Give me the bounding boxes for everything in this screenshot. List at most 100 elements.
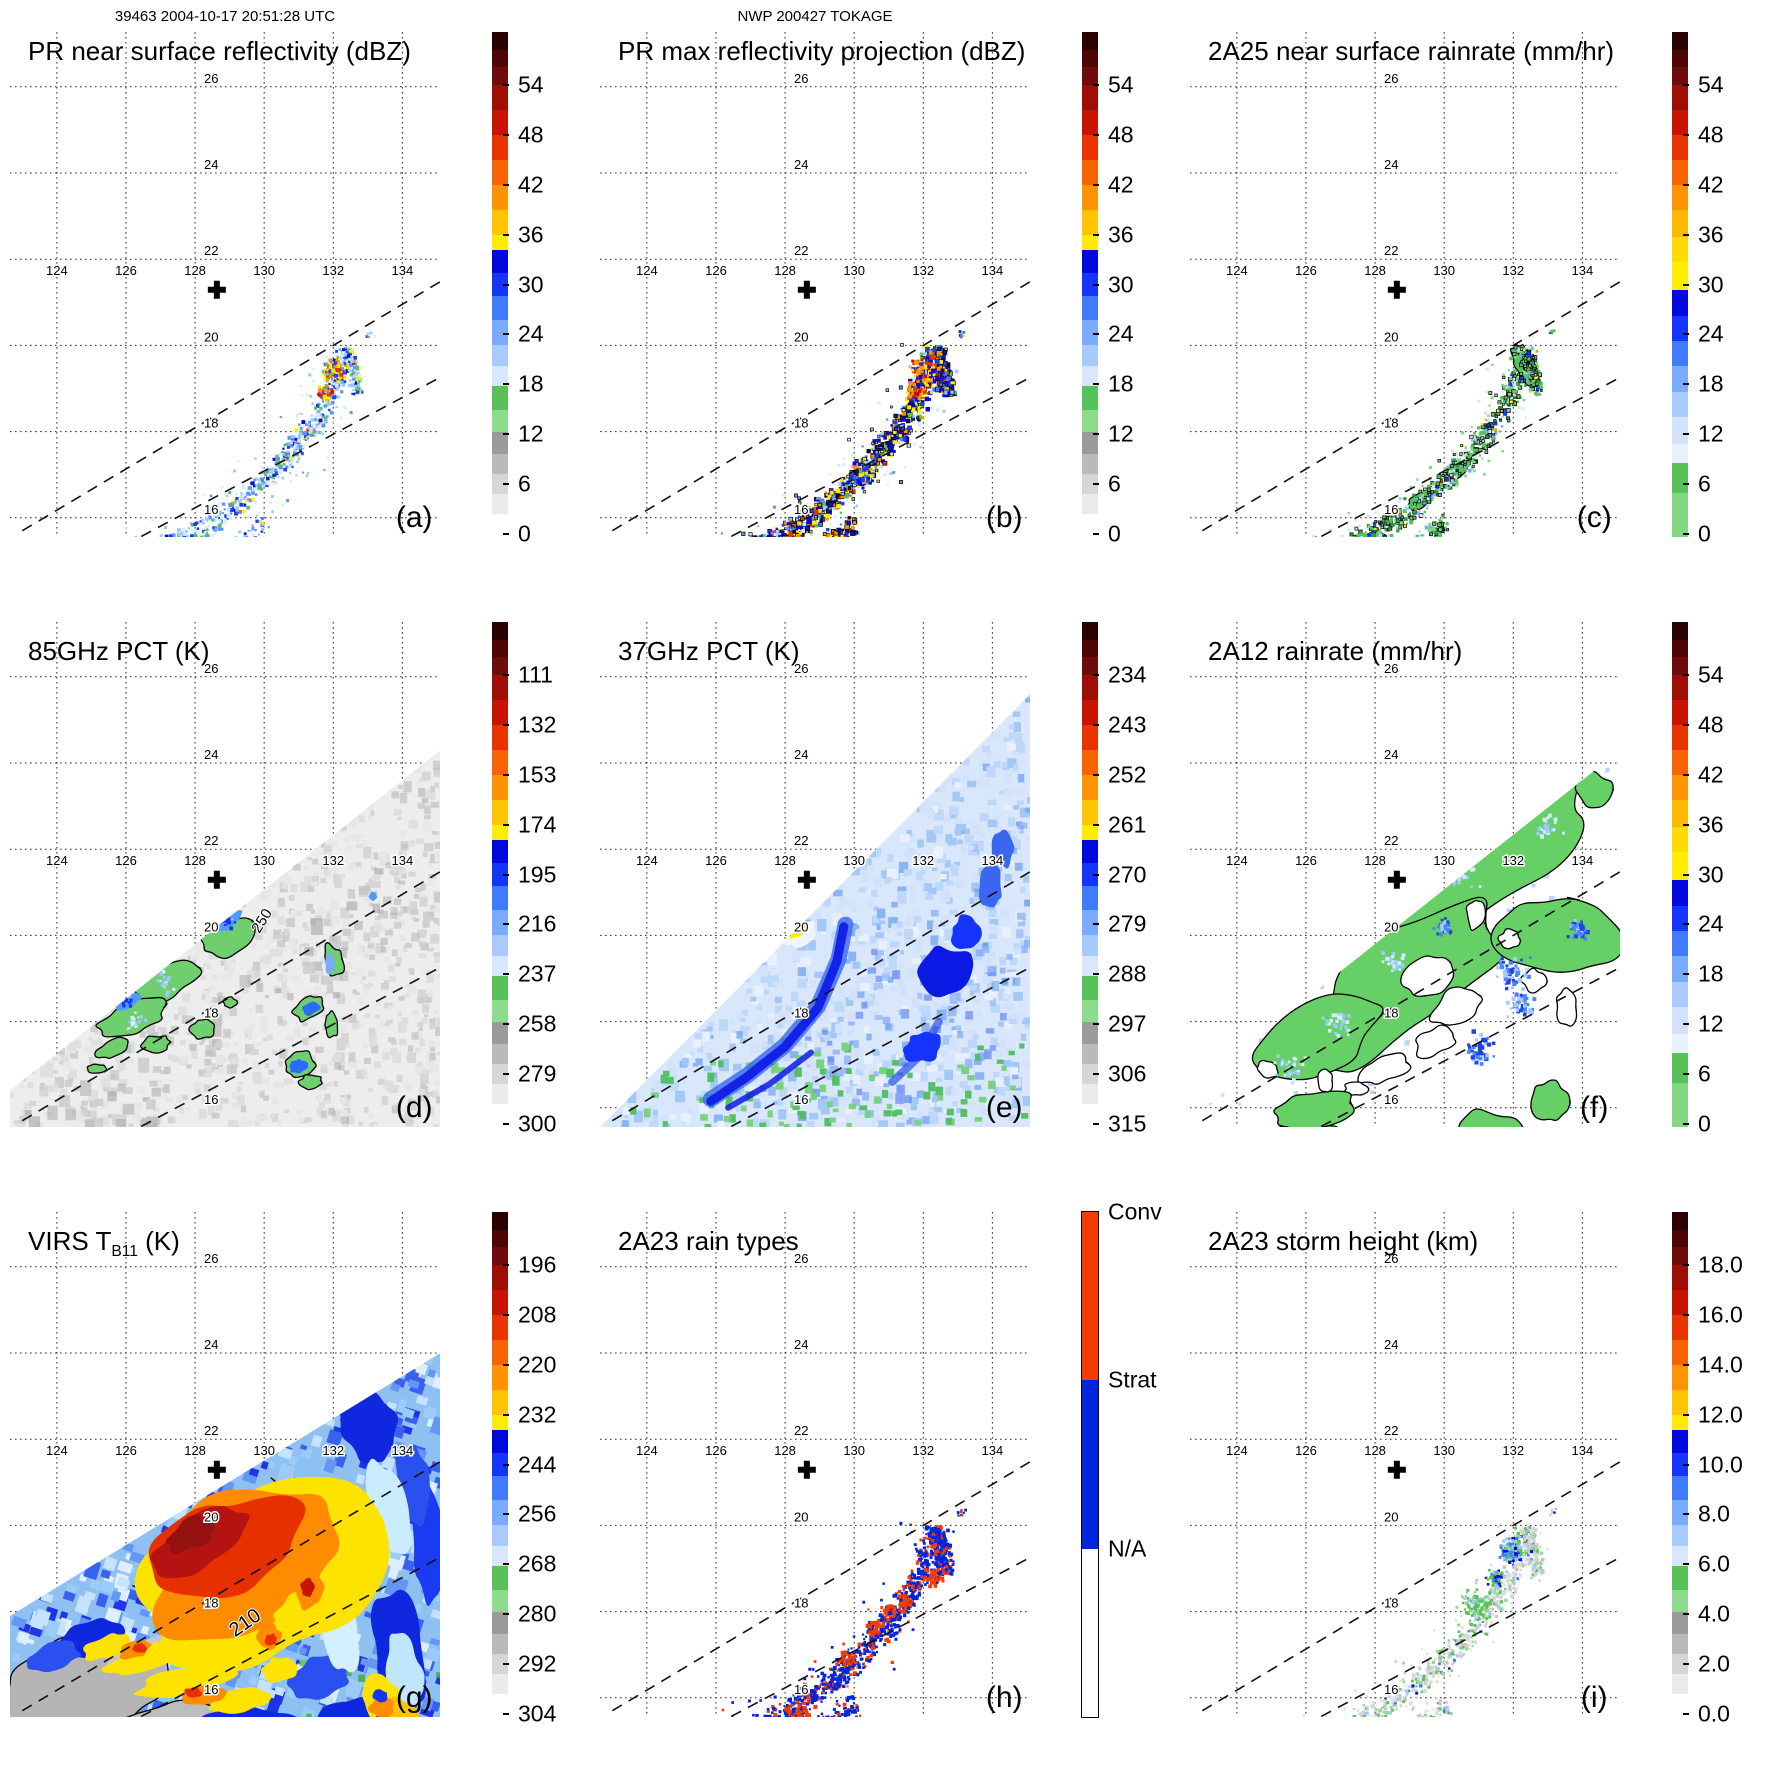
colorbar-scale — [1082, 32, 1098, 538]
colorbar-segment — [492, 657, 508, 676]
colorbar-segment — [492, 1339, 508, 1366]
colorbar-label: 306 — [1108, 1060, 1147, 1087]
colorbar-label: 48 — [1698, 121, 1724, 148]
colorbar-segment — [1672, 851, 1688, 881]
colorbar-tick — [1093, 283, 1099, 286]
colorbar-segment — [492, 1365, 508, 1391]
colorbar-segment — [492, 1290, 508, 1316]
colorbar-segment — [1082, 956, 1098, 976]
colorbar-label: 24 — [1108, 320, 1134, 347]
colorbar-tick — [503, 1713, 509, 1716]
pr-swath-edge-lines — [1201, 280, 1620, 537]
svg-text:22: 22 — [204, 243, 218, 258]
colorbar-segment — [1672, 931, 1688, 957]
colorbar-segment — [1082, 295, 1098, 321]
storm-center-cross-icon — [797, 280, 816, 299]
colorbar-segment — [1082, 135, 1098, 161]
colorbar-tick — [503, 1073, 509, 1076]
colorbar-tick — [1093, 773, 1099, 776]
storm-center-cross-icon — [797, 1460, 816, 1479]
pr-swath-edge-lines — [21, 280, 440, 537]
colorbar-segment — [1082, 1212, 1098, 1381]
colorbar-segment — [1672, 1247, 1688, 1266]
colorbar-tick — [1683, 873, 1689, 876]
colorbar-label: 288 — [1108, 960, 1147, 987]
colorbar-tick — [1093, 533, 1099, 536]
colorbar-label: 36 — [518, 221, 544, 248]
colorbar-scale — [492, 32, 508, 538]
colorbar-label: 54 — [1698, 71, 1724, 98]
pr-swath-edge-lines — [21, 870, 440, 1127]
map-layer-a: 26 24 22 20 18 16 124 126 128 130 132 134 — [10, 32, 440, 537]
colorbar-tick — [1683, 483, 1689, 486]
colorbar-segment — [1082, 273, 1098, 297]
colorbar-tick — [1683, 674, 1689, 677]
colorbar-segment — [492, 209, 508, 236]
colorbar-scale — [492, 1212, 508, 1718]
colorbar-segment — [492, 749, 508, 776]
colorbar-tick — [1683, 1513, 1689, 1516]
colorbar-tick — [503, 1413, 509, 1416]
svg-text:22: 22 — [1384, 243, 1398, 258]
panel-title-f: 2A12 rainrate (mm/hr) — [1208, 636, 1463, 666]
colorbar-h: Conv Strat N/A — [1081, 1199, 1177, 1718]
colorbar-tick — [1093, 823, 1099, 826]
colorbar-tick — [503, 1463, 509, 1466]
colorbar-tick — [503, 1123, 509, 1126]
map-i: 26 24 22 20 18 16 124 126 128 130 132 134 (i) 2A23 s… — [1190, 1212, 1620, 1717]
colorbar-label: 42 — [1698, 171, 1724, 198]
colorbar-segment — [1082, 494, 1098, 515]
colorbar-label: 268 — [518, 1550, 557, 1577]
colorbar-tick — [1683, 1563, 1689, 1566]
colorbar-segment — [492, 799, 508, 826]
colorbar-tick — [1683, 1264, 1689, 1267]
colorbar-label: 132 — [518, 711, 557, 738]
colorbar-tick — [503, 533, 509, 536]
colorbar-label: 30 — [1698, 271, 1724, 298]
colorbar-segment — [1082, 1548, 1098, 1718]
colorbar-segment — [1082, 110, 1098, 136]
colorbar-label: 16.0 — [1698, 1301, 1743, 1328]
colorbar-segment — [492, 1021, 508, 1045]
colorbar-label: 196 — [518, 1251, 557, 1278]
colorbar-tick — [1093, 1073, 1099, 1076]
colorbar-tick — [1683, 1123, 1689, 1126]
map-canvas-a: 26 24 22 20 18 16 124 126 128 130 132 134 (a) — [10, 32, 440, 537]
graticule — [600, 32, 1030, 537]
storm-center-cross-icon — [1387, 1460, 1406, 1479]
colorbar-label: 14.0 — [1698, 1351, 1743, 1378]
colorbar-d: 111 132 153 174 195 216 237 258 279 300 — [492, 622, 587, 1137]
pr-swath-edge-lines — [611, 280, 1030, 537]
colorbar-label: 54 — [1698, 661, 1724, 688]
colorbar-c: 54 48 42 36 30 24 18 12 6 0 — [1672, 32, 1767, 547]
colorbar-segment — [1672, 1499, 1688, 1526]
pr-swath-edge-lines — [611, 870, 1030, 1127]
colorbar-tick — [1683, 533, 1689, 536]
storm-center-cross-icon — [797, 870, 816, 889]
colorbar-segment — [492, 885, 508, 911]
colorbar-label: 18 — [1108, 370, 1134, 397]
colorbar-tick — [503, 1023, 509, 1026]
colorbar-tick — [1683, 1023, 1689, 1026]
colorbar-segment — [492, 135, 508, 161]
colorbar-segment — [492, 453, 508, 475]
colorbar-label: 12 — [1698, 1010, 1724, 1037]
colorbar-label: 252 — [1108, 761, 1147, 788]
colorbar-segment — [492, 1229, 508, 1248]
panel-a: 39463 2004-10-17 20:51:28 UTC 26 24 22 20 18… — [0, 0, 590, 590]
panel-title-h: 2A23 rain types — [618, 1226, 799, 1256]
colorbar-label: 280 — [518, 1600, 557, 1627]
colorbar-segment — [492, 85, 508, 111]
map-g: 210 26 24 22 20 18 16 124 126 128 130 132 134 (g) VIR… — [10, 1212, 440, 1717]
colorbar-segment — [1672, 1082, 1688, 1128]
colorbar-segment — [1082, 909, 1098, 936]
colorbar-segment — [1672, 315, 1688, 342]
svg-text:124: 124 — [1226, 263, 1248, 278]
colorbar-segment — [1082, 1084, 1098, 1105]
colorbar-segment — [492, 1694, 508, 1718]
